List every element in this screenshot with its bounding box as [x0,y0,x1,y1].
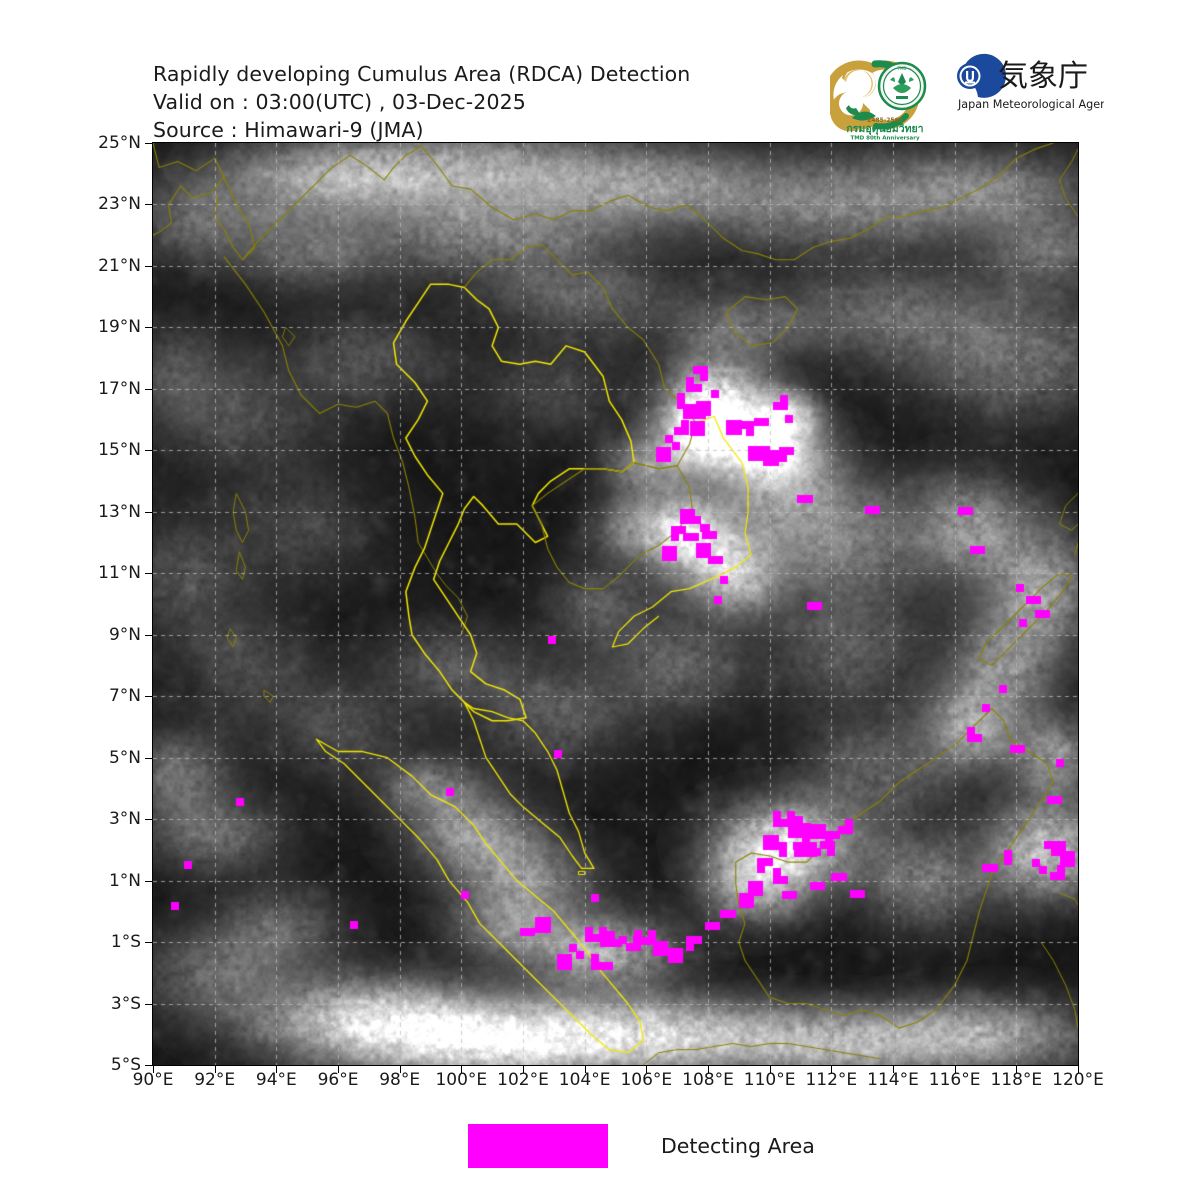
xtick-label-112°E: 112°E [805,1070,858,1090]
ytick-mark [145,1065,153,1066]
tmd-logo-icon: TMD 2485-2565 กรมอุตุนิยมวิทยา TMD 80th … [824,60,927,142]
xtick-mark [153,1065,154,1073]
satellite-map-plot [152,142,1079,1066]
xtick-mark [708,1065,709,1073]
ytick-mark [145,327,153,329]
tmd-logo-years: 2485-2565 [867,117,903,124]
xtick-label-114°E: 114°E [867,1070,919,1090]
xtick-mark [523,1065,524,1073]
ytick-mark [145,880,153,882]
ytick-label-5°N: 5°N [108,747,141,768]
xtick-mark [338,1065,339,1073]
legend-label-detecting-area: Detecting Area [661,1134,815,1158]
ytick-mark [145,634,153,636]
ytick-mark [145,573,153,575]
ytick-label-5°S: 5°S [110,1055,141,1075]
ytick-label-17°N: 17°N [98,378,141,399]
ytick-label-25°N: 25°N [98,133,141,153]
xtick-mark [584,1065,586,1073]
xtick-label-116°E: 116°E [928,1070,981,1090]
xtick-mark [399,1065,401,1073]
xtick-mark [461,1065,463,1073]
xtick-label-104°E: 104°E [558,1070,611,1090]
xtick-label-106°E: 106°E [620,1070,673,1090]
jma-logo-kanji: 気象庁 [998,59,1088,94]
ytick-label-3°N: 3°N [108,809,141,830]
xtick-label-90°E: 90°E [132,1070,174,1090]
xtick-label-100°E: 100°E [435,1070,488,1090]
legend: Detecting Area [468,1124,815,1168]
ytick-label-1°S: 1°S [110,932,141,953]
ytick-label-13°N: 13°N [98,501,141,522]
ytick-mark [145,450,153,452]
source-line: Source : Himawari-9 (JMA) [153,118,424,143]
ytick-label-15°N: 15°N [98,440,141,461]
xtick-label-98°E: 98°E [379,1070,421,1090]
xtick-mark [954,1065,956,1073]
ytick-mark [145,819,153,821]
tmd-logo-subtitle: TMD 80th Anniversary [850,136,920,142]
xtick-mark [214,1065,216,1073]
ytick-mark [145,942,153,944]
xtick-label-118°E: 118°E [990,1070,1043,1090]
xtick-label-108°E: 108°E [682,1070,734,1090]
rdca-satellite-image[interactable] [152,142,1079,1066]
jma-logo-icon: 気象庁 Japan Meteorological Agency [957,53,1120,111]
xtick-mark [276,1065,278,1073]
ytick-mark [145,265,153,267]
ytick-mark [145,696,153,698]
tmd-logo-thai-name: กรมอุตุนิยมวิทยา [846,123,923,136]
japan-meteorological-agency-logo: 気象庁 Japan Meteorological Agency [954,46,1120,118]
logo-group: TMD 2485-2565 กรมอุตุนิยมวิทยา TMD 80th … [824,46,1120,145]
xtick-mark [893,1065,894,1073]
xtick-mark [769,1065,771,1073]
ytick-label-11°N: 11°N [98,563,141,584]
xtick-mark [1016,1065,1018,1073]
xtick-label-102°E: 102°E [497,1070,549,1090]
xtick-label-96°E: 96°E [317,1070,359,1090]
xtick-mark [1078,1065,1079,1073]
ytick-mark [145,204,153,206]
xtick-label-110°E: 110°E [743,1070,796,1090]
ytick-mark [145,143,153,144]
ytick-mark [145,757,153,759]
page-title: Rapidly developing Cumulus Area (RDCA) D… [153,62,691,86]
ytick-label-23°N: 23°N [98,194,141,215]
ytick-label-1°N: 1°N [108,870,141,891]
ytick-mark [145,388,153,390]
xtick-label-94°E: 94°E [255,1070,297,1090]
ytick-mark [145,511,153,513]
legend-swatch-detecting-area [468,1124,608,1168]
tmd-80th-anniversary-logo: TMD 2485-2565 กรมอุตุนิยมวิทยา TMD 80th … [824,46,940,145]
xtick-label-92°E: 92°E [194,1070,236,1090]
ytick-label-21°N: 21°N [98,255,141,276]
xtick-mark [646,1065,648,1073]
page-header: Rapidly developing Cumulus Area (RDCA) D… [0,0,1200,143]
svg-text:TMD: TMD [897,66,907,71]
xtick-label-120°E: 120°E [1052,1070,1104,1090]
ytick-label-9°N: 9°N [108,624,141,645]
ytick-mark [145,1003,153,1005]
ytick-label-7°N: 7°N [108,686,141,707]
jma-logo-subtitle: Japan Meteorological Agency [957,98,1104,111]
ytick-label-3°S: 3°S [110,993,141,1014]
title-block: Rapidly developing Cumulus Area (RDCA) D… [153,60,690,144]
ytick-label-19°N: 19°N [98,317,141,338]
xtick-mark [831,1065,833,1073]
valid-time-line: Valid on : 03:00(UTC) , 03-Dec-2025 [153,90,526,115]
